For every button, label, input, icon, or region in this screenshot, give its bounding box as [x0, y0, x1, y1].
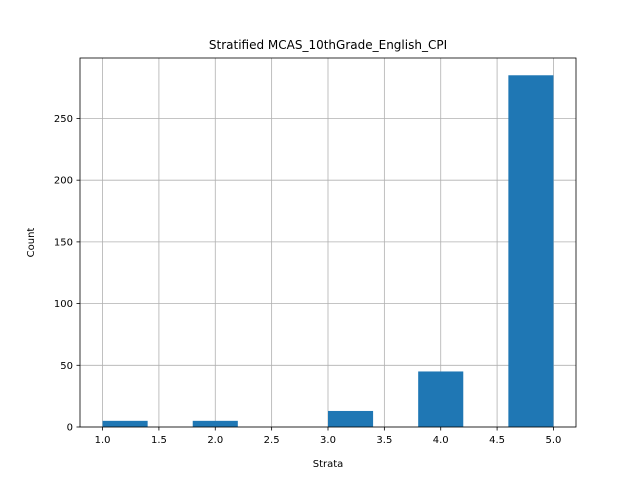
x-tick-label: 5.0: [546, 435, 562, 446]
y-tick-label: 200: [54, 176, 73, 187]
x-tick-label: 1.0: [95, 435, 111, 446]
y-tick-label: 0: [67, 423, 73, 434]
bars: [102, 75, 554, 428]
x-axis: 1.0 1.5 2.0 2.5 3.0 3.5 4.0 4.5 5.0: [95, 427, 562, 446]
x-tick-label: 4.0: [433, 435, 449, 446]
y-axis: 0 50 100 150 200 250: [54, 114, 80, 434]
x-tick-label: 1.5: [151, 435, 167, 446]
y-tick-label: 250: [54, 114, 73, 125]
x-tick-label: 2.0: [207, 435, 223, 446]
y-tick-label: 150: [54, 237, 73, 248]
y-tick-label: 100: [54, 299, 73, 310]
histogram-bar: [102, 420, 148, 427]
x-tick-label: 3.0: [320, 435, 336, 446]
histogram-bar: [508, 75, 554, 428]
chart-title: Stratified MCAS_10thGrade_English_CPI: [209, 38, 447, 52]
x-tick-label: 2.5: [264, 435, 280, 446]
histogram-bar: [192, 420, 238, 427]
histogram-bar: [418, 371, 464, 427]
y-axis-label: Count: [26, 228, 37, 258]
histogram-bar: [328, 410, 374, 427]
x-tick-label: 4.5: [489, 435, 505, 446]
x-axis-label: Strata: [313, 459, 344, 470]
grid: [80, 58, 576, 428]
y-tick-label: 50: [60, 361, 73, 372]
x-tick-label: 3.5: [376, 435, 392, 446]
